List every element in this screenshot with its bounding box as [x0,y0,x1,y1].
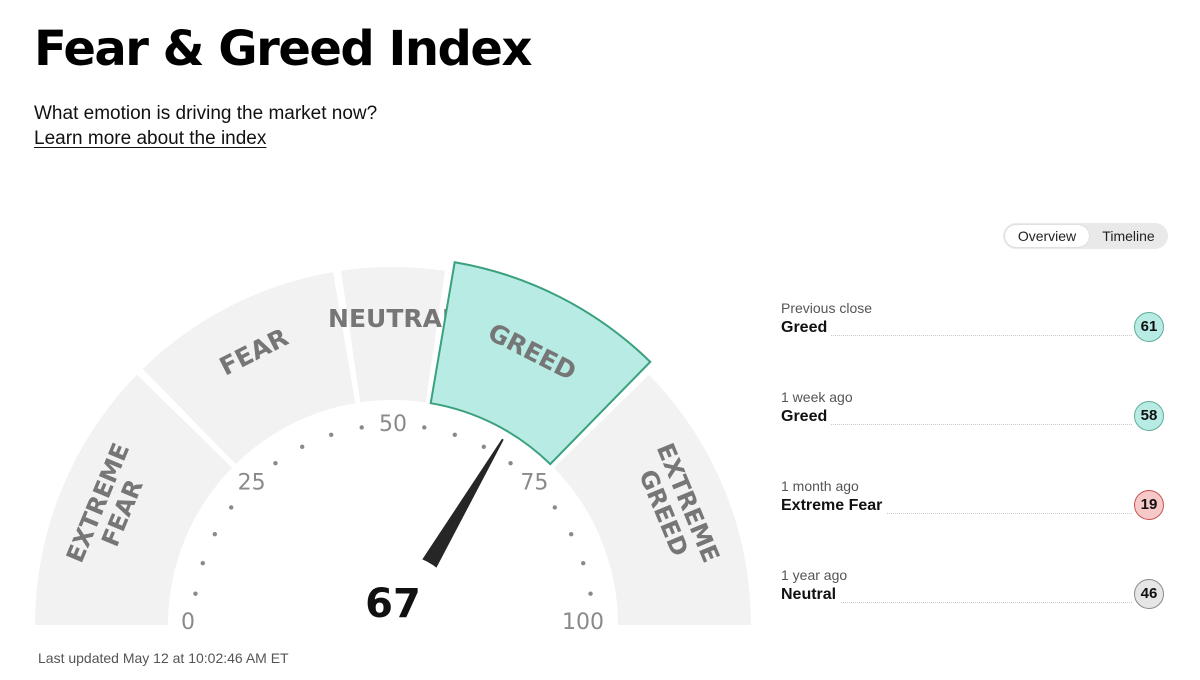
history-rating: Neutral [781,586,841,604]
dotted-leader [781,513,1132,514]
gauge-tick-dot [452,432,458,437]
history-row: 1 year ago Neutral 46 [781,567,1166,625]
gauge-tick-dot [300,444,305,449]
gauge-tick-dot [508,460,513,466]
gauge-scale-label: 25 [238,471,266,496]
gauge-segment-neutral [341,267,445,403]
history-row: 1 week ago Greed 58 [781,389,1166,447]
gauge-scale-label: 75 [520,471,548,496]
history-rating: Extreme Fear [781,497,887,515]
learn-more-link[interactable]: Learn more about the index [34,128,267,149]
history-rating: Greed [781,319,832,337]
gauge-tick-dot [569,532,574,537]
gauge-segment-fear [142,272,356,465]
gauge-tick-dot [328,432,334,437]
gauge-value: 67 [365,581,421,627]
gauge-tick-dot [581,560,586,566]
gauge-tick-dot [228,505,234,510]
gauge-tick-dot [552,505,558,510]
history-rating: Greed [781,408,832,426]
gauge-scale-label: 100 [562,610,604,635]
history-value-badge: 58 [1134,401,1164,431]
gauge-segment-extreme-fear [35,374,233,625]
history-period: 1 month ago [781,478,859,494]
gauge-tick-dot [359,425,364,430]
gauge-segment-extreme-greed [553,374,751,625]
gauge-segment-greed [429,261,652,466]
view-toggle: Overview Timeline [1003,223,1168,249]
gauge-scale-label: 0 [181,610,195,635]
gauge-needle [413,438,504,583]
gauge-scale-label: 50 [379,412,407,437]
gauge-tick-dot [212,532,217,537]
overview-toggle-button[interactable]: Overview [1005,225,1089,247]
timeline-toggle-button[interactable]: Timeline [1102,228,1155,244]
history-period: 1 year ago [781,567,848,583]
history-value-badge: 19 [1134,490,1164,520]
gauge-tick-dot [481,444,486,449]
history-row: Previous close Greed 61 [781,300,1166,358]
gauge-tick-dot [200,560,205,566]
history-period: 1 week ago [781,389,853,405]
page-title: Fear & Greed Index [34,21,532,77]
gauge-tick-dot [422,425,427,430]
history-period: Previous close [781,300,873,316]
gauge-tick-dot [193,591,198,596]
page-subtitle: What emotion is driving the market now? [34,103,378,124]
history-value-badge: 46 [1134,579,1164,609]
gauge-segment-label: NEUTRAL [328,304,458,333]
gauge-tick-dot [273,460,278,466]
gauge-center-circle [321,553,465,650]
dotted-leader [781,424,1132,425]
history-value-badge: 61 [1134,312,1164,342]
dotted-leader [781,602,1132,603]
history-row: 1 month ago Extreme Fear 19 [781,478,1166,536]
last-updated-text: Last updated May 12 at 10:02:46 AM ET [38,650,289,666]
dotted-leader [781,335,1132,336]
gauge-tick-dot [588,591,593,596]
